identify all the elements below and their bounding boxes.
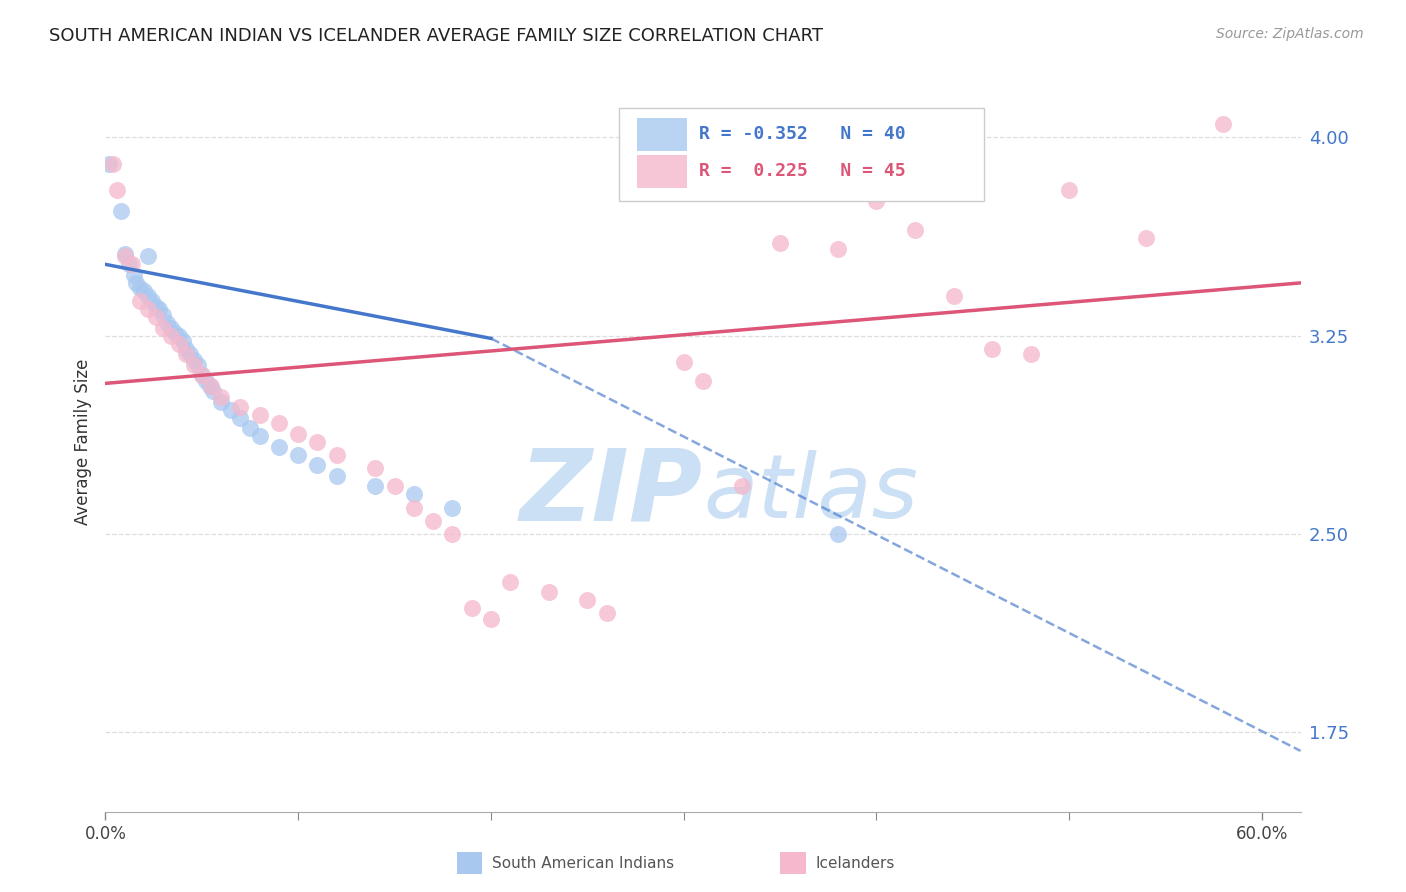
Point — [1135, 231, 1157, 245]
Point — [827, 242, 849, 256]
Point — [1212, 117, 1234, 131]
Point — [136, 250, 159, 264]
Text: SOUTH AMERICAN INDIAN VS ICELANDER AVERAGE FAMILY SIZE CORRELATION CHART: SOUTH AMERICAN INDIAN VS ICELANDER AVERA… — [49, 27, 823, 45]
Point — [129, 281, 152, 295]
Point — [148, 302, 170, 317]
Point — [209, 390, 232, 404]
Point — [176, 342, 198, 356]
Point — [117, 257, 139, 271]
Point — [167, 328, 190, 343]
Point — [692, 374, 714, 388]
FancyBboxPatch shape — [619, 109, 984, 201]
Point — [198, 379, 221, 393]
Point — [152, 321, 174, 335]
Point — [145, 310, 167, 325]
Point — [402, 500, 425, 515]
Point — [479, 612, 502, 626]
Point — [287, 448, 309, 462]
Point — [124, 268, 146, 282]
Point — [209, 395, 232, 409]
Text: Source: ZipAtlas.com: Source: ZipAtlas.com — [1216, 27, 1364, 41]
Point — [160, 328, 183, 343]
Point — [110, 204, 132, 219]
Point — [191, 368, 214, 383]
Point — [219, 402, 242, 417]
Point — [249, 408, 271, 422]
Point — [179, 347, 201, 361]
Point — [229, 400, 252, 414]
Point — [672, 355, 695, 369]
Point — [1019, 347, 1042, 361]
Point — [730, 479, 752, 493]
FancyBboxPatch shape — [637, 118, 688, 151]
Point — [183, 358, 205, 372]
Point — [187, 358, 209, 372]
Point — [384, 479, 406, 493]
Point — [202, 384, 225, 399]
Point — [167, 336, 190, 351]
Point — [98, 157, 121, 171]
Point — [105, 183, 128, 197]
Point — [129, 294, 152, 309]
Y-axis label: Average Family Size: Average Family Size — [73, 359, 91, 524]
Point — [229, 410, 252, 425]
Point — [441, 500, 464, 515]
Point — [267, 440, 290, 454]
Point — [307, 434, 329, 449]
Point — [101, 157, 124, 171]
Point — [125, 276, 148, 290]
Point — [441, 527, 464, 541]
Point — [200, 379, 222, 393]
Point — [576, 593, 599, 607]
Point — [141, 294, 163, 309]
Point — [136, 302, 159, 317]
Point — [942, 289, 965, 303]
Point — [132, 284, 155, 298]
Point — [827, 527, 849, 541]
Text: South American Indians: South American Indians — [492, 856, 675, 871]
Point — [136, 289, 159, 303]
Point — [156, 316, 179, 330]
Text: atlas: atlas — [703, 450, 918, 536]
Point — [402, 487, 425, 501]
Text: Icelanders: Icelanders — [815, 856, 894, 871]
Point — [422, 514, 444, 528]
Point — [326, 469, 349, 483]
Point — [1057, 183, 1080, 197]
Point — [460, 601, 482, 615]
Text: ZIP: ZIP — [520, 445, 703, 541]
Point — [239, 421, 262, 435]
Point — [114, 250, 136, 264]
Point — [160, 321, 183, 335]
Text: R =  0.225   N = 45: R = 0.225 N = 45 — [699, 162, 905, 180]
Point — [176, 347, 198, 361]
FancyBboxPatch shape — [637, 155, 688, 187]
Point — [194, 374, 217, 388]
Point — [249, 429, 271, 443]
Point — [267, 416, 290, 430]
Point — [163, 326, 186, 340]
Point — [865, 194, 887, 208]
Point — [537, 585, 560, 599]
Point — [981, 342, 1004, 356]
Point — [595, 607, 617, 621]
Point — [145, 300, 167, 314]
Point — [499, 574, 522, 589]
Point — [172, 334, 194, 348]
Text: R = -0.352   N = 40: R = -0.352 N = 40 — [699, 125, 905, 144]
Point — [769, 236, 792, 251]
Point — [307, 458, 329, 473]
Point — [183, 352, 205, 367]
Point — [904, 223, 927, 237]
Point — [121, 257, 143, 271]
Point — [152, 308, 174, 322]
Point — [191, 368, 214, 383]
Point — [114, 247, 136, 261]
Point — [287, 426, 309, 441]
Point — [326, 448, 349, 462]
Point — [364, 479, 387, 493]
Point — [364, 461, 387, 475]
